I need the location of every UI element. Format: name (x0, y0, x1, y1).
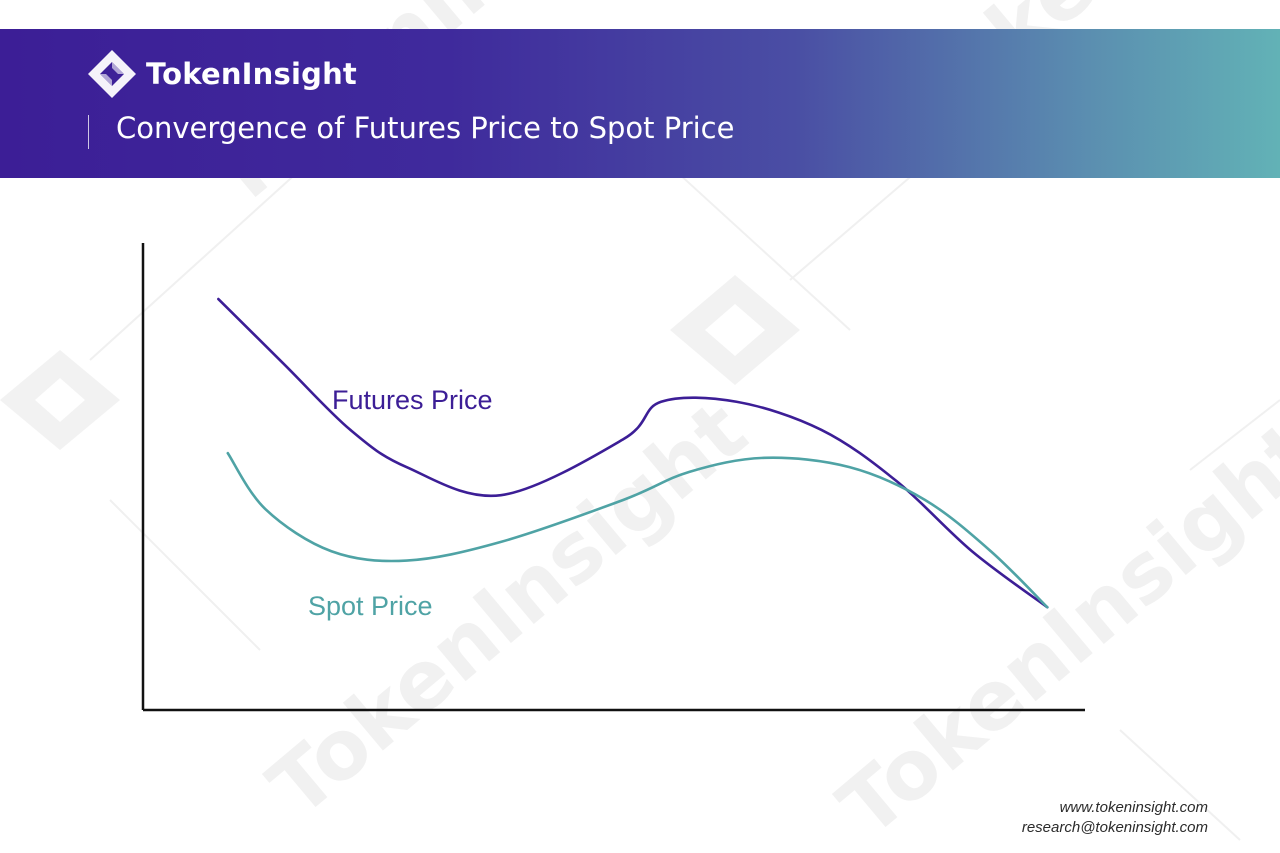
header-banner: TokenInsight Convergence of Futures Pric… (0, 29, 1280, 178)
footer-email: research@tokeninsight.com (1021, 819, 1208, 836)
footer-contact: www.tokeninsight.com research@tokeninsig… (1022, 798, 1208, 838)
brand-name: TokenInsight (146, 57, 357, 91)
series-label-spot: Spot Price (308, 591, 433, 621)
brand-logo: TokenInsight (86, 49, 357, 99)
series-line-futures (217, 297, 1049, 609)
footer-website: www.tokeninsight.com (1059, 799, 1208, 816)
series-layer (217, 297, 1049, 609)
title-divider (88, 115, 89, 149)
page-title: Convergence of Futures Price to Spot Pri… (116, 111, 735, 145)
series-label-futures: Futures Price (332, 385, 493, 415)
tokeninsight-logo-icon (88, 50, 136, 98)
series-line-spot (226, 451, 1049, 609)
